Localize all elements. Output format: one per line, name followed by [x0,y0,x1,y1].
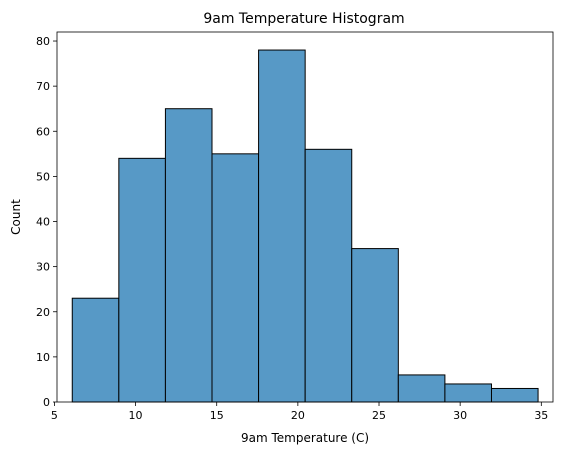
y-tick-label: 20 [36,306,50,319]
histogram-bar [212,154,259,402]
x-axis-label: 9am Temperature (C) [241,431,369,445]
x-tick-label: 30 [453,409,467,422]
y-tick-label: 10 [36,351,50,364]
histogram-bar [119,158,166,402]
y-tick-label: 40 [36,216,50,229]
histogram-bar [259,50,306,402]
x-tick-label: 10 [129,409,143,422]
y-tick-label: 70 [36,80,50,93]
histogram-bar [491,388,538,402]
y-axis-label: Count [9,199,23,235]
y-axis-ticks: 0 10 20 30 40 50 60 70 80 [36,35,57,409]
histogram-bar [445,384,492,402]
y-tick-label: 50 [36,170,50,183]
x-tick-label: 20 [291,409,305,422]
y-tick-label: 80 [36,35,50,48]
histogram-bar [72,298,119,402]
x-tick-label: 15 [210,409,224,422]
y-tick-label: 0 [43,396,50,409]
y-tick-label: 30 [36,261,50,274]
x-axis-ticks: 5 10 15 20 25 30 35 [51,402,548,422]
histogram-bar [165,109,212,402]
y-tick-label: 60 [36,125,50,138]
x-tick-label: 5 [51,409,58,422]
histogram-bar [352,249,399,402]
histogram-bar [305,149,352,402]
x-tick-label: 35 [534,409,548,422]
chart-title: 9am Temperature Histogram [203,11,404,27]
bars-group [72,50,538,402]
histogram-bar [398,375,445,402]
x-tick-label: 25 [372,409,386,422]
